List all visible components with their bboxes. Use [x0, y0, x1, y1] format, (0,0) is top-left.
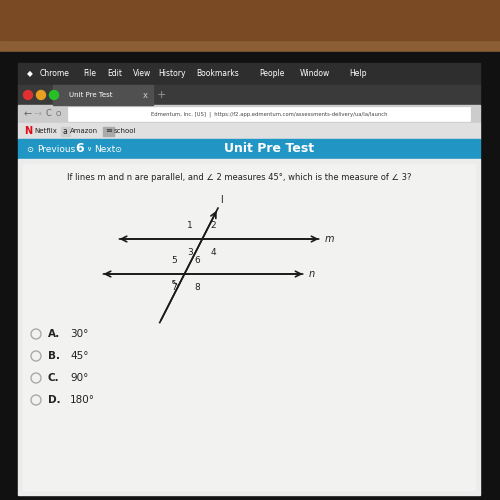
Text: ⊙: ⊙	[114, 144, 121, 154]
Text: 6: 6	[76, 142, 84, 156]
Text: 3: 3	[187, 248, 192, 257]
Text: n: n	[308, 269, 314, 279]
Text: ⊙: ⊙	[26, 144, 34, 154]
Text: Bookmarks: Bookmarks	[196, 70, 240, 78]
Text: 180°: 180°	[70, 395, 95, 405]
Text: 45°: 45°	[70, 351, 88, 361]
Text: N: N	[24, 126, 32, 136]
Text: ∨: ∨	[86, 146, 92, 152]
Text: 30°: 30°	[70, 329, 88, 339]
Text: Edmentum, Inc. [US]  |  https://f2.app.edmentum.com/assessments-delivery/ua/la/l: Edmentum, Inc. [US] | https://f2.app.edm…	[151, 112, 387, 116]
Text: 7: 7	[171, 283, 176, 292]
Bar	[18, 139, 480, 159]
Text: 5: 5	[171, 256, 176, 265]
Text: Amazon: Amazon	[70, 128, 98, 134]
Text: ↖: ↖	[170, 278, 178, 288]
Text: B.: B.	[48, 351, 60, 361]
Text: View: View	[133, 70, 151, 78]
Text: If lines m and n are parallel, and ∠ 2 measures 45°, which is the measure of ∠ 3: If lines m and n are parallel, and ∠ 2 m…	[67, 172, 411, 182]
Bar	[103, 127, 114, 136]
Circle shape	[50, 90, 58, 100]
Text: File: File	[84, 70, 96, 78]
Text: O: O	[56, 111, 60, 117]
Text: ◆: ◆	[27, 70, 33, 78]
Text: school: school	[114, 128, 136, 134]
Text: Help: Help	[349, 70, 367, 78]
Text: Unit Pre Test: Unit Pre Test	[224, 142, 314, 156]
Text: ←: ←	[24, 109, 32, 119]
Text: Previous: Previous	[37, 144, 75, 154]
Text: Netflix: Netflix	[34, 128, 58, 134]
Bar	[68, 107, 470, 121]
Bar	[18, 159, 480, 495]
Text: m: m	[324, 234, 334, 244]
Text: 4: 4	[210, 248, 216, 257]
Polygon shape	[0, 0, 500, 40]
Text: A.: A.	[48, 329, 60, 339]
Circle shape	[24, 90, 32, 100]
Bar	[18, 105, 480, 123]
Text: D.: D.	[48, 395, 60, 405]
Text: 90°: 90°	[70, 373, 88, 383]
Text: 8: 8	[194, 283, 200, 292]
Bar	[0, 52, 500, 500]
Text: 2: 2	[210, 221, 216, 230]
Text: Next: Next	[94, 144, 116, 154]
Circle shape	[36, 90, 46, 100]
Text: x: x	[142, 90, 148, 100]
Text: History: History	[158, 70, 186, 78]
Bar	[53, 85, 153, 105]
Text: 1: 1	[187, 221, 192, 230]
Text: Unit Pre Test: Unit Pre Test	[69, 92, 113, 98]
Text: →: →	[34, 109, 42, 119]
Bar	[61, 127, 70, 136]
Text: 6: 6	[194, 256, 200, 265]
Polygon shape	[0, 0, 500, 60]
Text: C.: C.	[48, 373, 60, 383]
Bar	[18, 85, 480, 105]
Text: ≡: ≡	[106, 126, 112, 136]
Text: People: People	[260, 70, 284, 78]
Text: +: +	[156, 90, 166, 100]
Text: Chrome: Chrome	[40, 70, 70, 78]
Bar	[18, 123, 480, 139]
Text: a: a	[62, 126, 68, 136]
Text: Window: Window	[300, 70, 330, 78]
Text: C: C	[45, 110, 51, 118]
Bar	[18, 63, 480, 85]
Bar	[23, 164, 475, 490]
Text: Edit: Edit	[108, 70, 122, 78]
Text: l: l	[220, 195, 222, 205]
